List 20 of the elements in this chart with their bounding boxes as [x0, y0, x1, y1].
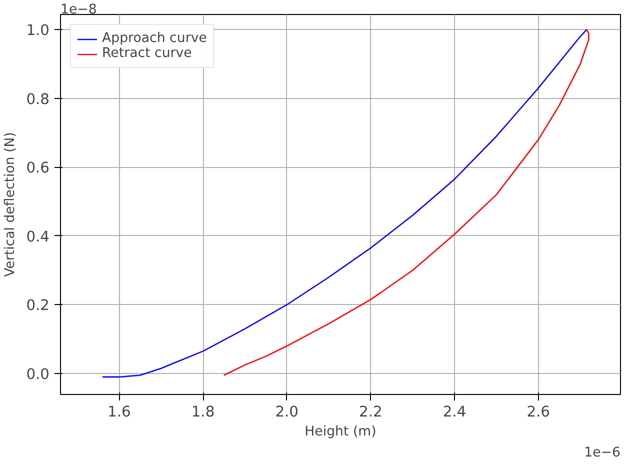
x-tick-label: 2.0: [275, 404, 299, 420]
annotation: 1e−8: [60, 2, 97, 18]
line-series: [102, 28, 588, 378]
x-tick-label: 1.6: [108, 404, 131, 420]
legend-label: Approach curve: [102, 31, 207, 46]
legend-label: Retract curve: [102, 46, 192, 61]
x-axis-title: Height (m): [304, 424, 376, 440]
y-tick-label: 0.0: [26, 366, 50, 384]
x-tick-label: 2.2: [359, 404, 382, 420]
text: 1e−6: [584, 446, 620, 460]
y-tick-label: 0.8: [26, 90, 50, 108]
y-tick-label: 0.2: [26, 297, 50, 314]
y-tick-label: 0.4: [26, 228, 50, 246]
line-series: [223, 28, 590, 376]
x-tick-label: 2.6: [526, 404, 550, 420]
x-tick-label: 1.8: [191, 404, 215, 420]
y-tick-label: 0.6: [26, 160, 50, 177]
y-axis-title: Vertical deflection (N): [3, 132, 18, 277]
x-tick-label: 2.4: [442, 404, 466, 420]
y-tick-label: 1.0: [26, 22, 50, 40]
